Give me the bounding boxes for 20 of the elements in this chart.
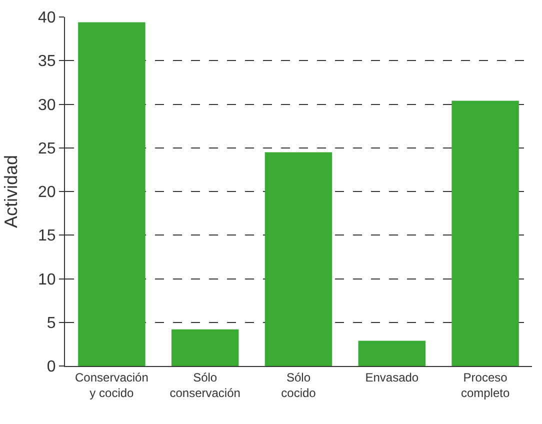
bar xyxy=(358,340,426,366)
y-tick-label: 35 xyxy=(38,53,56,70)
x-tick-label: Sólo conservación xyxy=(170,370,240,400)
x-tick-label: Envasado xyxy=(365,370,419,384)
y-tick-label: 20 xyxy=(38,184,56,202)
y-tick-label: 40 xyxy=(38,10,56,27)
y-tick-label: 0 xyxy=(46,358,56,376)
bar xyxy=(171,329,239,366)
y-tick-label: 15 xyxy=(38,228,56,245)
bar xyxy=(452,100,519,366)
y-axis-title: Actividad xyxy=(1,154,22,228)
y-tick-label: 30 xyxy=(38,96,56,114)
x-tick-label: Proceso completo xyxy=(460,370,510,400)
bar xyxy=(264,152,332,366)
bar xyxy=(78,22,146,366)
x-tick-label: Conservación y cocido xyxy=(75,370,148,400)
x-tick-label: Sólo cocido xyxy=(281,370,316,400)
y-tick-label: 10 xyxy=(38,271,56,288)
y-tick-label: 25 xyxy=(38,140,56,158)
y-tick-label: 5 xyxy=(46,314,56,332)
